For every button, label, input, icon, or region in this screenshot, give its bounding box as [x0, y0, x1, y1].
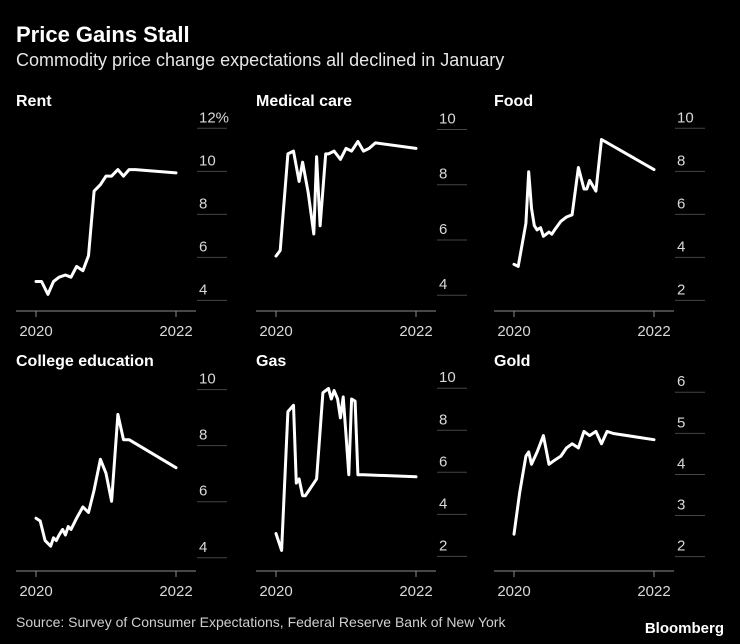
series-line [512, 138, 656, 268]
x-tick-label: 2020 [497, 323, 530, 340]
x-tick-label: 2020 [497, 583, 530, 600]
y-tick-label: 4 [199, 281, 207, 298]
x-tick-label: 2020 [19, 583, 52, 600]
y-tick-label: 4 [439, 276, 447, 293]
y-tick-label: 8 [199, 195, 207, 212]
chart-title: Price Gains Stall [16, 22, 190, 47]
y-tick-label: 6 [677, 195, 685, 212]
y-tick-label: 10 [439, 369, 456, 386]
x-tick-label: 2022 [399, 323, 432, 340]
y-tick-label: 8 [439, 166, 447, 183]
x-tick-label: 2020 [259, 323, 292, 340]
y-tick-label: 10 [199, 152, 216, 169]
panel-title: College education [16, 353, 154, 370]
source-note: Source: Survey of Consumer Expectations,… [16, 614, 506, 630]
y-tick-label: 6 [439, 453, 447, 470]
small-multiples-charts: Rent 4 6 8 10 12% 2020 2022 Medical care 4 6 8 10 202… [16, 93, 705, 600]
y-tick-label: 2 [677, 538, 685, 555]
y-tick-label: 8 [199, 427, 207, 444]
y-tick-label: 6 [439, 221, 447, 238]
chart-panel: Gas 2 4 6 8 10 2020 2022 [256, 353, 467, 600]
y-tick-label: 8 [677, 152, 685, 169]
y-tick-label: 4 [677, 455, 685, 472]
x-tick-label: 2022 [399, 583, 432, 600]
x-tick-label: 2022 [159, 323, 192, 340]
x-tick-label: 2022 [637, 323, 670, 340]
panel-title: Rent [16, 93, 52, 110]
x-tick-label: 2020 [259, 583, 292, 600]
bloomberg-logo: Bloomberg [644, 620, 724, 637]
panel-title: Gas [256, 353, 286, 370]
y-tick-label: 6 [199, 238, 207, 255]
x-tick-label: 2022 [637, 583, 670, 600]
x-tick-label: 2022 [159, 583, 192, 600]
series-line [512, 429, 656, 536]
y-tick-label: 3 [677, 497, 685, 514]
panel-title: Gold [494, 353, 530, 370]
x-tick-label: 2020 [19, 323, 52, 340]
y-tick-label: 5 [677, 414, 685, 431]
y-tick-label: 6 [199, 483, 207, 500]
series-line [274, 140, 418, 258]
chart-panel: Food 2 4 6 8 10 2020 2022 [494, 93, 705, 340]
chart-panel: College education 4 6 8 10 2020 2022 [16, 353, 227, 600]
y-tick-label: 4 [677, 238, 685, 255]
chart-panel: Rent 4 6 8 10 12% 2020 2022 [16, 93, 229, 340]
series-line [34, 412, 178, 548]
y-tick-label: 4 [199, 539, 207, 556]
panel-title: Medical care [256, 93, 352, 110]
panel-title: Food [494, 93, 533, 110]
y-tick-label: 4 [439, 495, 447, 512]
y-tick-label: 10 [677, 109, 694, 126]
series-line [274, 387, 418, 552]
y-tick-label: 8 [439, 411, 447, 428]
y-tick-label: 2 [677, 281, 685, 298]
series-line [34, 168, 178, 296]
y-tick-label: 10 [199, 371, 216, 388]
y-tick-label: 12% [199, 109, 229, 126]
y-tick-label: 10 [439, 111, 456, 128]
chart-panel: Gold 2 3 4 5 6 2020 2022 [494, 353, 705, 600]
chart-panel: Medical care 4 6 8 10 2020 2022 [256, 93, 467, 340]
chart-subtitle: Commodity price change expectations all … [16, 50, 505, 70]
y-tick-label: 2 [439, 537, 447, 554]
y-tick-label: 6 [677, 373, 685, 390]
